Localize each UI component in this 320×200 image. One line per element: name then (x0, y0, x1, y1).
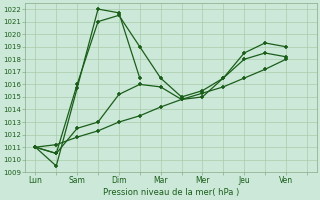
X-axis label: Pression niveau de la mer( hPa ): Pression niveau de la mer( hPa ) (103, 188, 239, 197)
